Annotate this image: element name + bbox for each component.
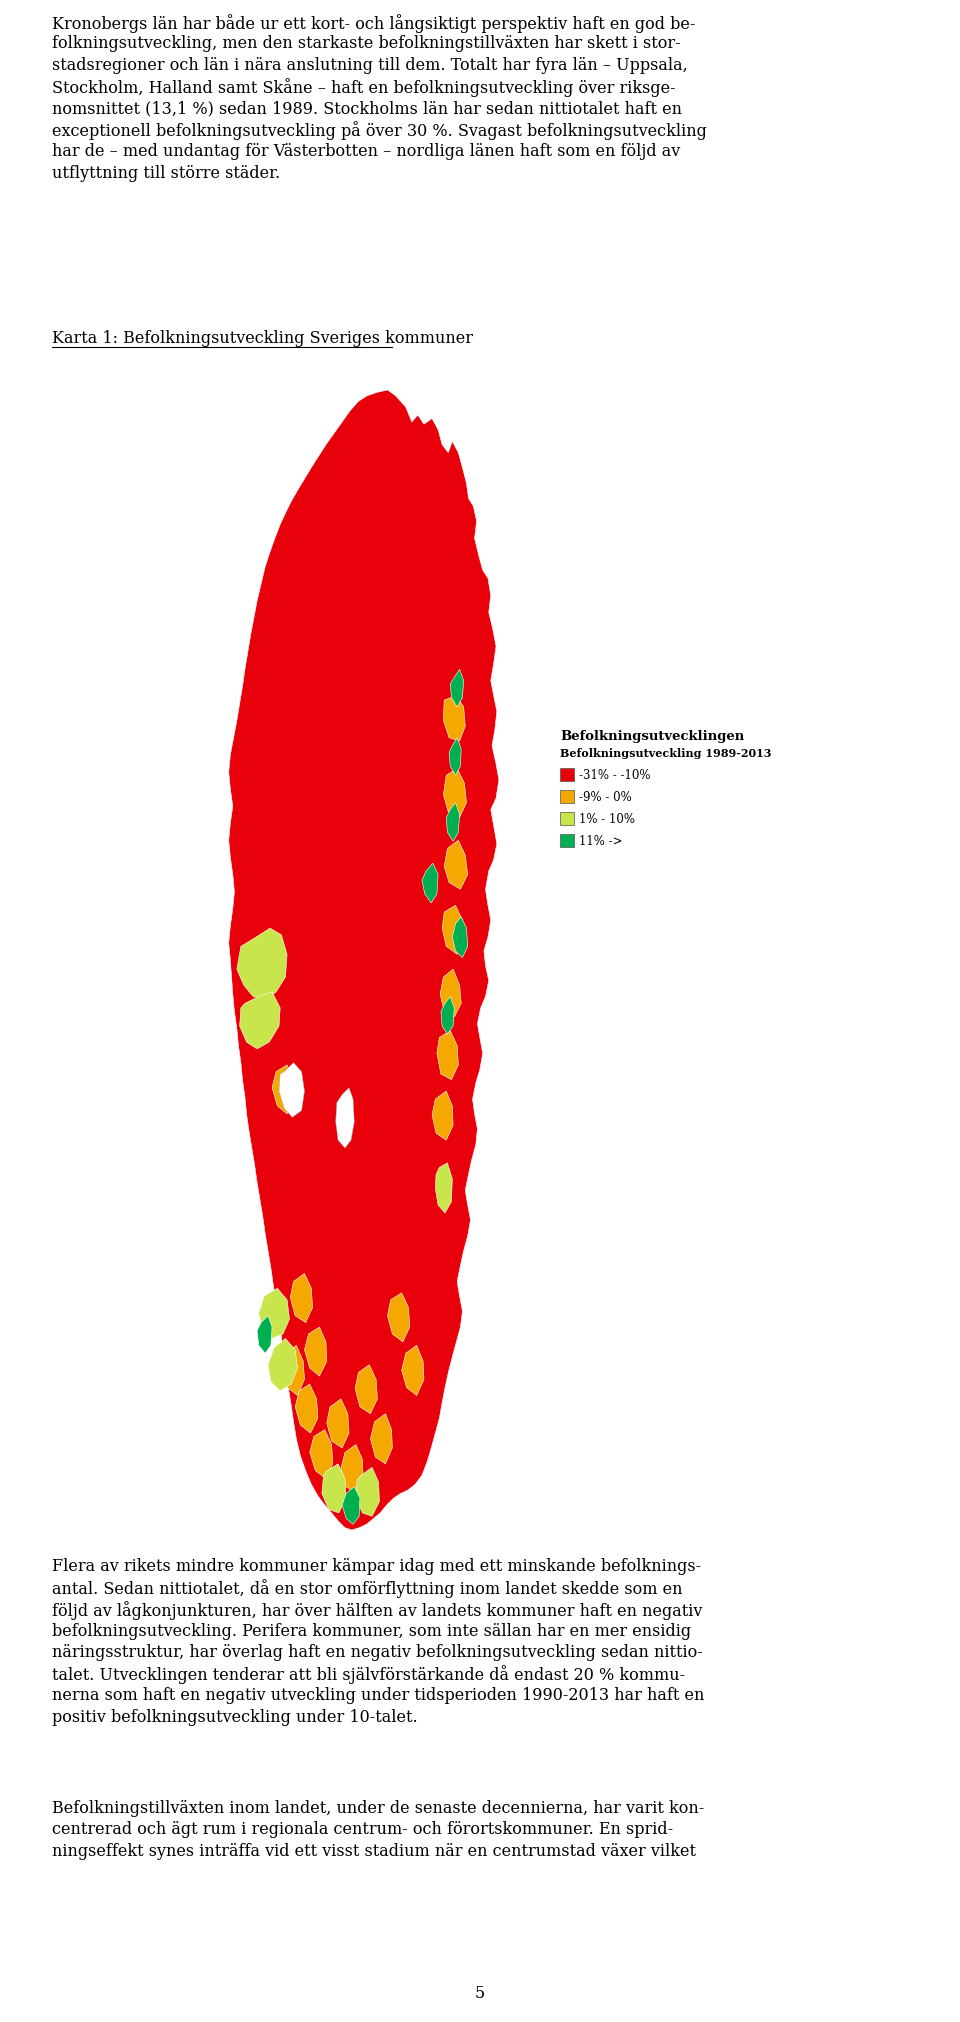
Polygon shape	[452, 916, 468, 958]
Polygon shape	[356, 1468, 379, 1516]
Bar	[560, 791, 574, 803]
Polygon shape	[258, 1288, 290, 1339]
Polygon shape	[322, 1464, 347, 1512]
Text: folkningsutveckling, men den starkaste befolkningstillväxten har skett i stor-: folkningsutveckling, men den starkaste b…	[52, 36, 681, 53]
Text: nerna som haft en negativ utveckling under tidsperioden 1990-2013 har haft en: nerna som haft en negativ utveckling und…	[52, 1686, 705, 1705]
Polygon shape	[371, 1413, 393, 1464]
Polygon shape	[272, 1066, 295, 1114]
Text: utflyttning till större städer.: utflyttning till större städer.	[52, 164, 280, 182]
Polygon shape	[295, 1385, 318, 1434]
Polygon shape	[441, 997, 454, 1033]
Polygon shape	[440, 969, 461, 1017]
Text: Befolkningstillväxten inom landet, under de senaste decennierna, har varit kon-: Befolkningstillväxten inom landet, under…	[52, 1800, 705, 1818]
Polygon shape	[304, 1326, 326, 1377]
Polygon shape	[450, 669, 464, 708]
Polygon shape	[355, 1365, 377, 1413]
Text: 11% ->: 11% ->	[579, 835, 622, 847]
Text: följd av lågkonjunkturen, har över hälften av landets kommuner haft en negativ: följd av lågkonjunkturen, har över hälft…	[52, 1601, 703, 1620]
Text: 5: 5	[475, 1986, 485, 2002]
Polygon shape	[444, 696, 466, 742]
Text: Flera av rikets mindre kommuner kämpar idag med ett minskande befolknings-: Flera av rikets mindre kommuner kämpar i…	[52, 1559, 701, 1575]
Text: centrerad och ägt rum i regionala centrum- och förortskommuner. En sprid-: centrerad och ägt rum i regionala centru…	[52, 1822, 673, 1838]
Text: antal. Sedan nittiotalet, då en stor omförflyttning inom landet skedde som en: antal. Sedan nittiotalet, då en stor omf…	[52, 1579, 683, 1599]
Text: näringsstruktur, har överlag haft en negativ befolkningsutveckling sedan nittio-: näringsstruktur, har överlag haft en neg…	[52, 1644, 703, 1660]
Polygon shape	[290, 1274, 313, 1322]
Polygon shape	[228, 390, 499, 1531]
Text: exceptionell befolkningsutveckling på över 30 %. Svagast befolkningsutveckling: exceptionell befolkningsutveckling på öv…	[52, 121, 707, 140]
Polygon shape	[401, 1345, 424, 1395]
Polygon shape	[388, 1292, 410, 1343]
Text: nomsnittet (13,1 %) sedan 1989. Stockholms län har sedan nittiotalet haft en: nomsnittet (13,1 %) sedan 1989. Stockhol…	[52, 99, 682, 117]
Text: -31% - -10%: -31% - -10%	[579, 768, 651, 783]
Polygon shape	[341, 1444, 363, 1494]
Polygon shape	[336, 1088, 354, 1148]
Text: -9% - 0%: -9% - 0%	[579, 791, 632, 805]
Text: stadsregioner och län i nära anslutning till dem. Totalt har fyra län – Uppsala,: stadsregioner och län i nära anslutning …	[52, 57, 687, 75]
Polygon shape	[444, 841, 468, 890]
Text: Karta 1: Befolkningsutveckling Sveriges kommuner: Karta 1: Befolkningsutveckling Sveriges …	[52, 330, 473, 348]
Polygon shape	[443, 906, 465, 954]
Polygon shape	[268, 1339, 298, 1391]
Bar	[560, 768, 574, 780]
Polygon shape	[444, 768, 467, 817]
Polygon shape	[240, 993, 280, 1049]
Text: Befolkningsutvecklingen: Befolkningsutvecklingen	[560, 730, 744, 742]
Polygon shape	[422, 863, 438, 904]
Polygon shape	[437, 1031, 458, 1080]
Polygon shape	[446, 803, 460, 841]
Polygon shape	[282, 1345, 304, 1395]
Text: positiv befolkningsutveckling under 10-talet.: positiv befolkningsutveckling under 10-t…	[52, 1709, 418, 1725]
Text: befolkningsutveckling. Perifera kommuner, som inte sällan har en mer ensidig: befolkningsutveckling. Perifera kommuner…	[52, 1622, 691, 1640]
Polygon shape	[435, 1163, 452, 1213]
Polygon shape	[326, 1399, 349, 1448]
Bar	[560, 833, 574, 847]
Bar	[560, 813, 574, 825]
Text: 1% - 10%: 1% - 10%	[579, 813, 635, 827]
Polygon shape	[432, 1092, 453, 1140]
Text: ningseffekt synes inträffa vid ett visst stadium när en centrumstad växer vilket: ningseffekt synes inträffa vid ett visst…	[52, 1842, 696, 1860]
Polygon shape	[257, 1316, 272, 1353]
Text: Kronobergs län har både ur ett kort- och långsiktigt perspektiv haft en god be-: Kronobergs län har både ur ett kort- och…	[52, 14, 695, 32]
Polygon shape	[279, 1064, 304, 1118]
Text: Befolkningsutveckling 1989-2013: Befolkningsutveckling 1989-2013	[560, 748, 772, 758]
Polygon shape	[449, 738, 461, 774]
Text: Stockholm, Halland samt Skåne – haft en befolkningsutveckling över riksge-: Stockholm, Halland samt Skåne – haft en …	[52, 79, 676, 97]
Polygon shape	[237, 928, 287, 1001]
Polygon shape	[342, 1486, 360, 1525]
Polygon shape	[310, 1430, 333, 1478]
Text: talet. Utvecklingen tenderar att bli självförstärkande då endast 20 % kommu-: talet. Utvecklingen tenderar att bli sjä…	[52, 1666, 685, 1684]
Text: har de – med undantag för Västerbotten – nordliga länen haft som en följd av: har de – med undantag för Västerbotten –…	[52, 144, 681, 160]
